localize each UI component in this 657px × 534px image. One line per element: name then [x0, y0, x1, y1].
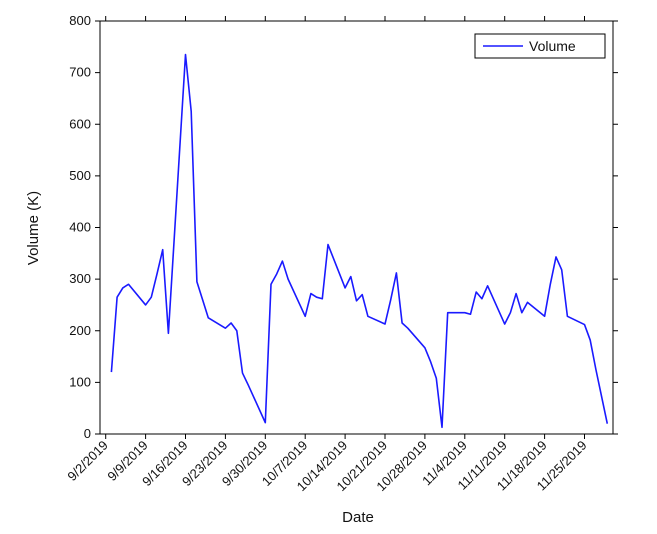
y-tick-label: 100 — [69, 374, 91, 389]
y-tick-label: 700 — [69, 65, 91, 80]
y-tick-label: 800 — [69, 13, 91, 28]
y-axis-label: Volume (K) — [25, 191, 42, 265]
line-series — [110, 53, 609, 429]
y-tick-label: 200 — [69, 323, 91, 338]
y-tick-label: 500 — [69, 168, 91, 183]
plot-frame — [99, 20, 614, 435]
y-tick-label: 400 — [69, 220, 91, 235]
y-tick-label: 0 — [84, 426, 91, 441]
y-tick-label: 600 — [69, 116, 91, 131]
x-tick-label: 9/2/2019 — [64, 438, 110, 484]
legend-label: Volume — [529, 38, 576, 54]
y-tick-label: 300 — [69, 271, 91, 286]
legend-box — [474, 33, 606, 59]
x-axis-label: Date — [342, 509, 374, 526]
